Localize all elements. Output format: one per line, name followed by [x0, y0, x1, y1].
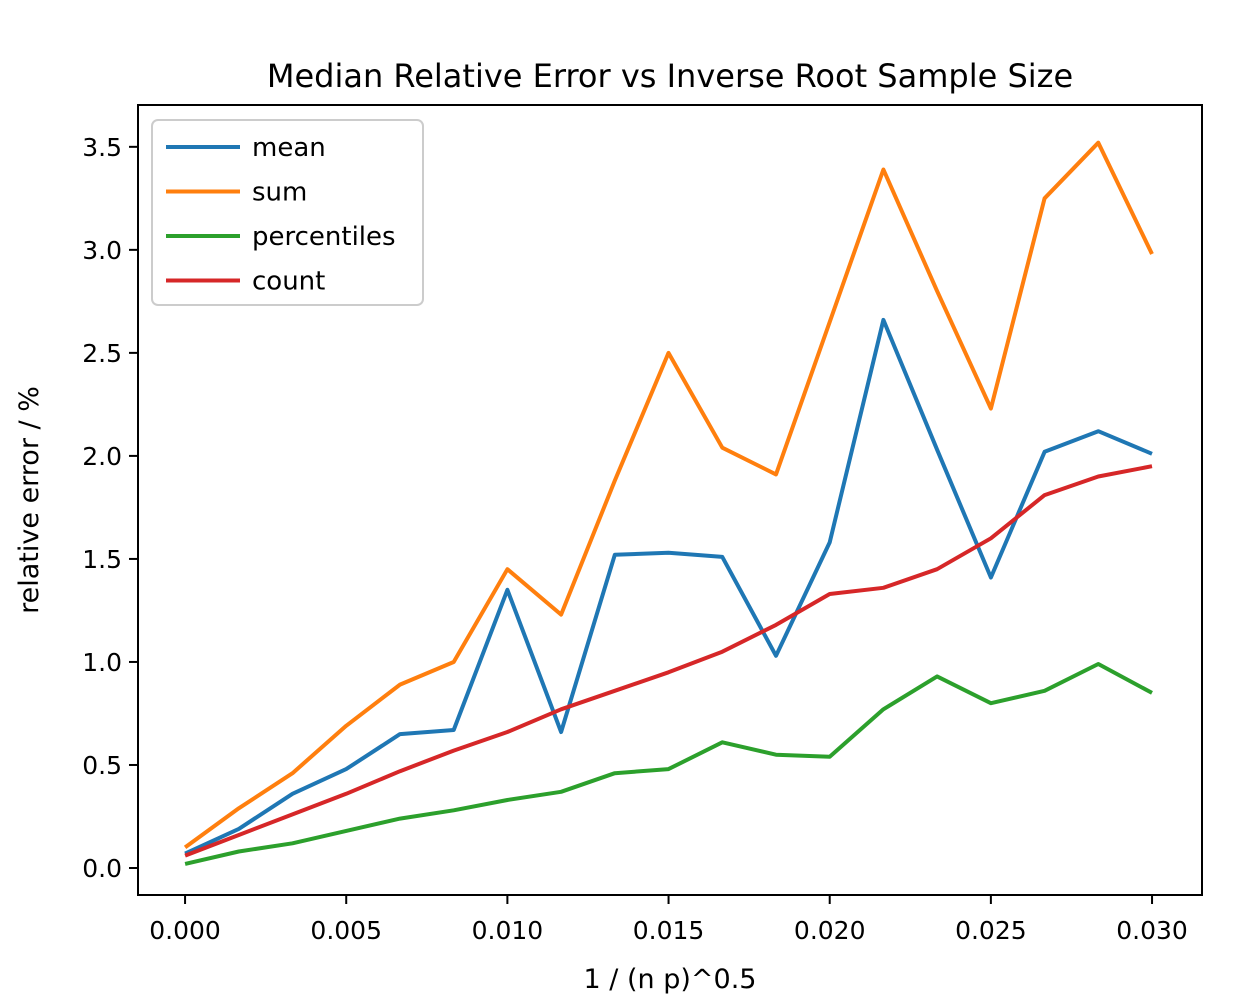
x-tick-label: 0.010	[472, 916, 544, 945]
y-axis-label: relative error / %	[14, 386, 45, 614]
legend-label-mean: mean	[252, 133, 326, 163]
legend-label-sum: sum	[252, 178, 307, 208]
y-tick-label: 0.5	[82, 751, 122, 780]
series-line-sum	[183, 140, 1154, 850]
y-tick-label: 0.0	[82, 854, 122, 883]
legend: mean sum percentiles count	[151, 119, 424, 306]
axes-spines	[137, 104, 1203, 896]
x-tick-label: 0.030	[1116, 916, 1188, 945]
chart-title: Median Relative Error vs Inverse Root Sa…	[267, 57, 1073, 95]
legend-label-count: count	[252, 267, 325, 297]
x-axis-ticks: 0.000 0.005 0.010 0.015 0.020 0.025 0.030	[149, 895, 1188, 945]
y-tick-label: 2.0	[82, 442, 122, 471]
y-tick-label: 3.0	[82, 236, 122, 265]
legend-box	[151, 119, 424, 306]
y-tick-label: 2.5	[82, 339, 122, 368]
x-axis-label: 1 / (n p)^0.5	[584, 964, 757, 995]
legend-label-percentiles: percentiles	[252, 222, 396, 252]
series-line-mean	[184, 317, 1153, 856]
x-tick-label: 0.020	[794, 916, 866, 945]
x-tick-label: 0.015	[633, 916, 705, 945]
x-tick-label: 0.025	[955, 916, 1027, 945]
x-tick-label: 0.005	[310, 916, 382, 945]
y-tick-label: 1.0	[82, 648, 122, 677]
x-tick-label: 0.000	[149, 916, 221, 945]
y-tick-label: 3.5	[82, 133, 122, 162]
series-line-percentiles	[184, 662, 1153, 866]
series-lines	[183, 140, 1154, 866]
y-tick-label: 1.5	[82, 545, 122, 574]
y-axis-ticks: 0.0 0.5 1.0 1.5 2.0 2.5 3.0 3.5	[82, 133, 138, 883]
series-line-count	[184, 464, 1153, 858]
